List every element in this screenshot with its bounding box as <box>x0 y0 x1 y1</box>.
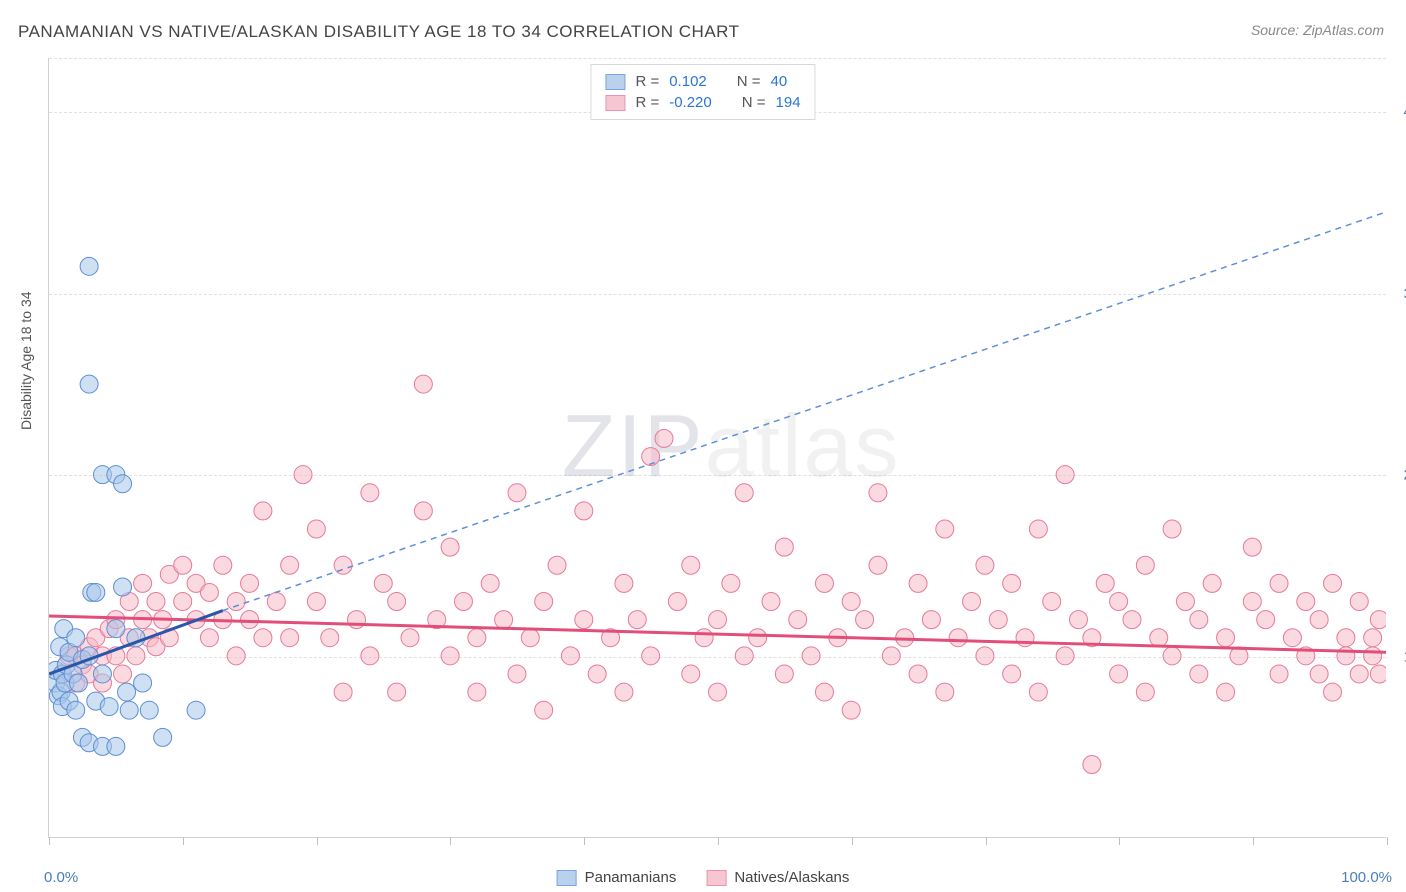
legend-n-label-0: N = <box>737 73 761 90</box>
x-axis-tick <box>1119 837 1120 845</box>
legend-n-value-1: 194 <box>776 94 801 111</box>
x-axis-tick <box>183 837 184 845</box>
legend-r-label-1: R = <box>635 94 659 111</box>
legend-stats-row-1: R = -0.220 N = 194 <box>605 92 800 113</box>
legend-series: Panamanians Natives/Alaskans <box>557 869 850 886</box>
legend-stats-row-0: R = 0.102 N = 40 <box>605 71 800 92</box>
y-axis-title: Disability Age 18 to 34 <box>18 291 34 430</box>
x-axis-tick <box>317 837 318 845</box>
legend-swatch-0 <box>605 74 625 90</box>
x-axis-tick <box>718 837 719 845</box>
legend-r-label-0: R = <box>635 73 659 90</box>
x-axis-tick <box>986 837 987 845</box>
legend-series-item-1: Natives/Alaskans <box>706 869 849 886</box>
legend-n-value-0: 40 <box>771 73 788 90</box>
chart-source: Source: ZipAtlas.com <box>1251 22 1384 38</box>
legend-series-label-0: Panamanians <box>585 869 677 886</box>
legend-series-swatch-1 <box>706 870 726 886</box>
legend-r-value-0: 0.102 <box>669 73 707 90</box>
legend-swatch-1 <box>605 95 625 111</box>
chart-title: PANAMANIAN VS NATIVE/ALASKAN DISABILITY … <box>18 22 740 42</box>
x-axis-tick <box>1387 837 1388 845</box>
chart-plot-area: 10.0%20.0%30.0%40.0% <box>48 58 1386 838</box>
legend-series-label-1: Natives/Alaskans <box>734 869 849 886</box>
legend-stats-box: R = 0.102 N = 40 R = -0.220 N = 194 <box>590 64 815 120</box>
legend-series-swatch-0 <box>557 870 577 886</box>
x-axis-max-label: 100.0% <box>1341 869 1392 886</box>
x-axis-tick <box>450 837 451 845</box>
x-axis-tick <box>584 837 585 845</box>
x-axis-tick <box>852 837 853 845</box>
legend-r-value-1: -0.220 <box>669 94 712 111</box>
x-axis-tick <box>49 837 50 845</box>
legend-n-label-1: N = <box>742 94 766 111</box>
x-axis-tick <box>1253 837 1254 845</box>
chart-svg <box>49 58 1386 837</box>
legend-series-item-0: Panamanians <box>557 869 677 886</box>
x-axis-min-label: 0.0% <box>44 869 78 886</box>
